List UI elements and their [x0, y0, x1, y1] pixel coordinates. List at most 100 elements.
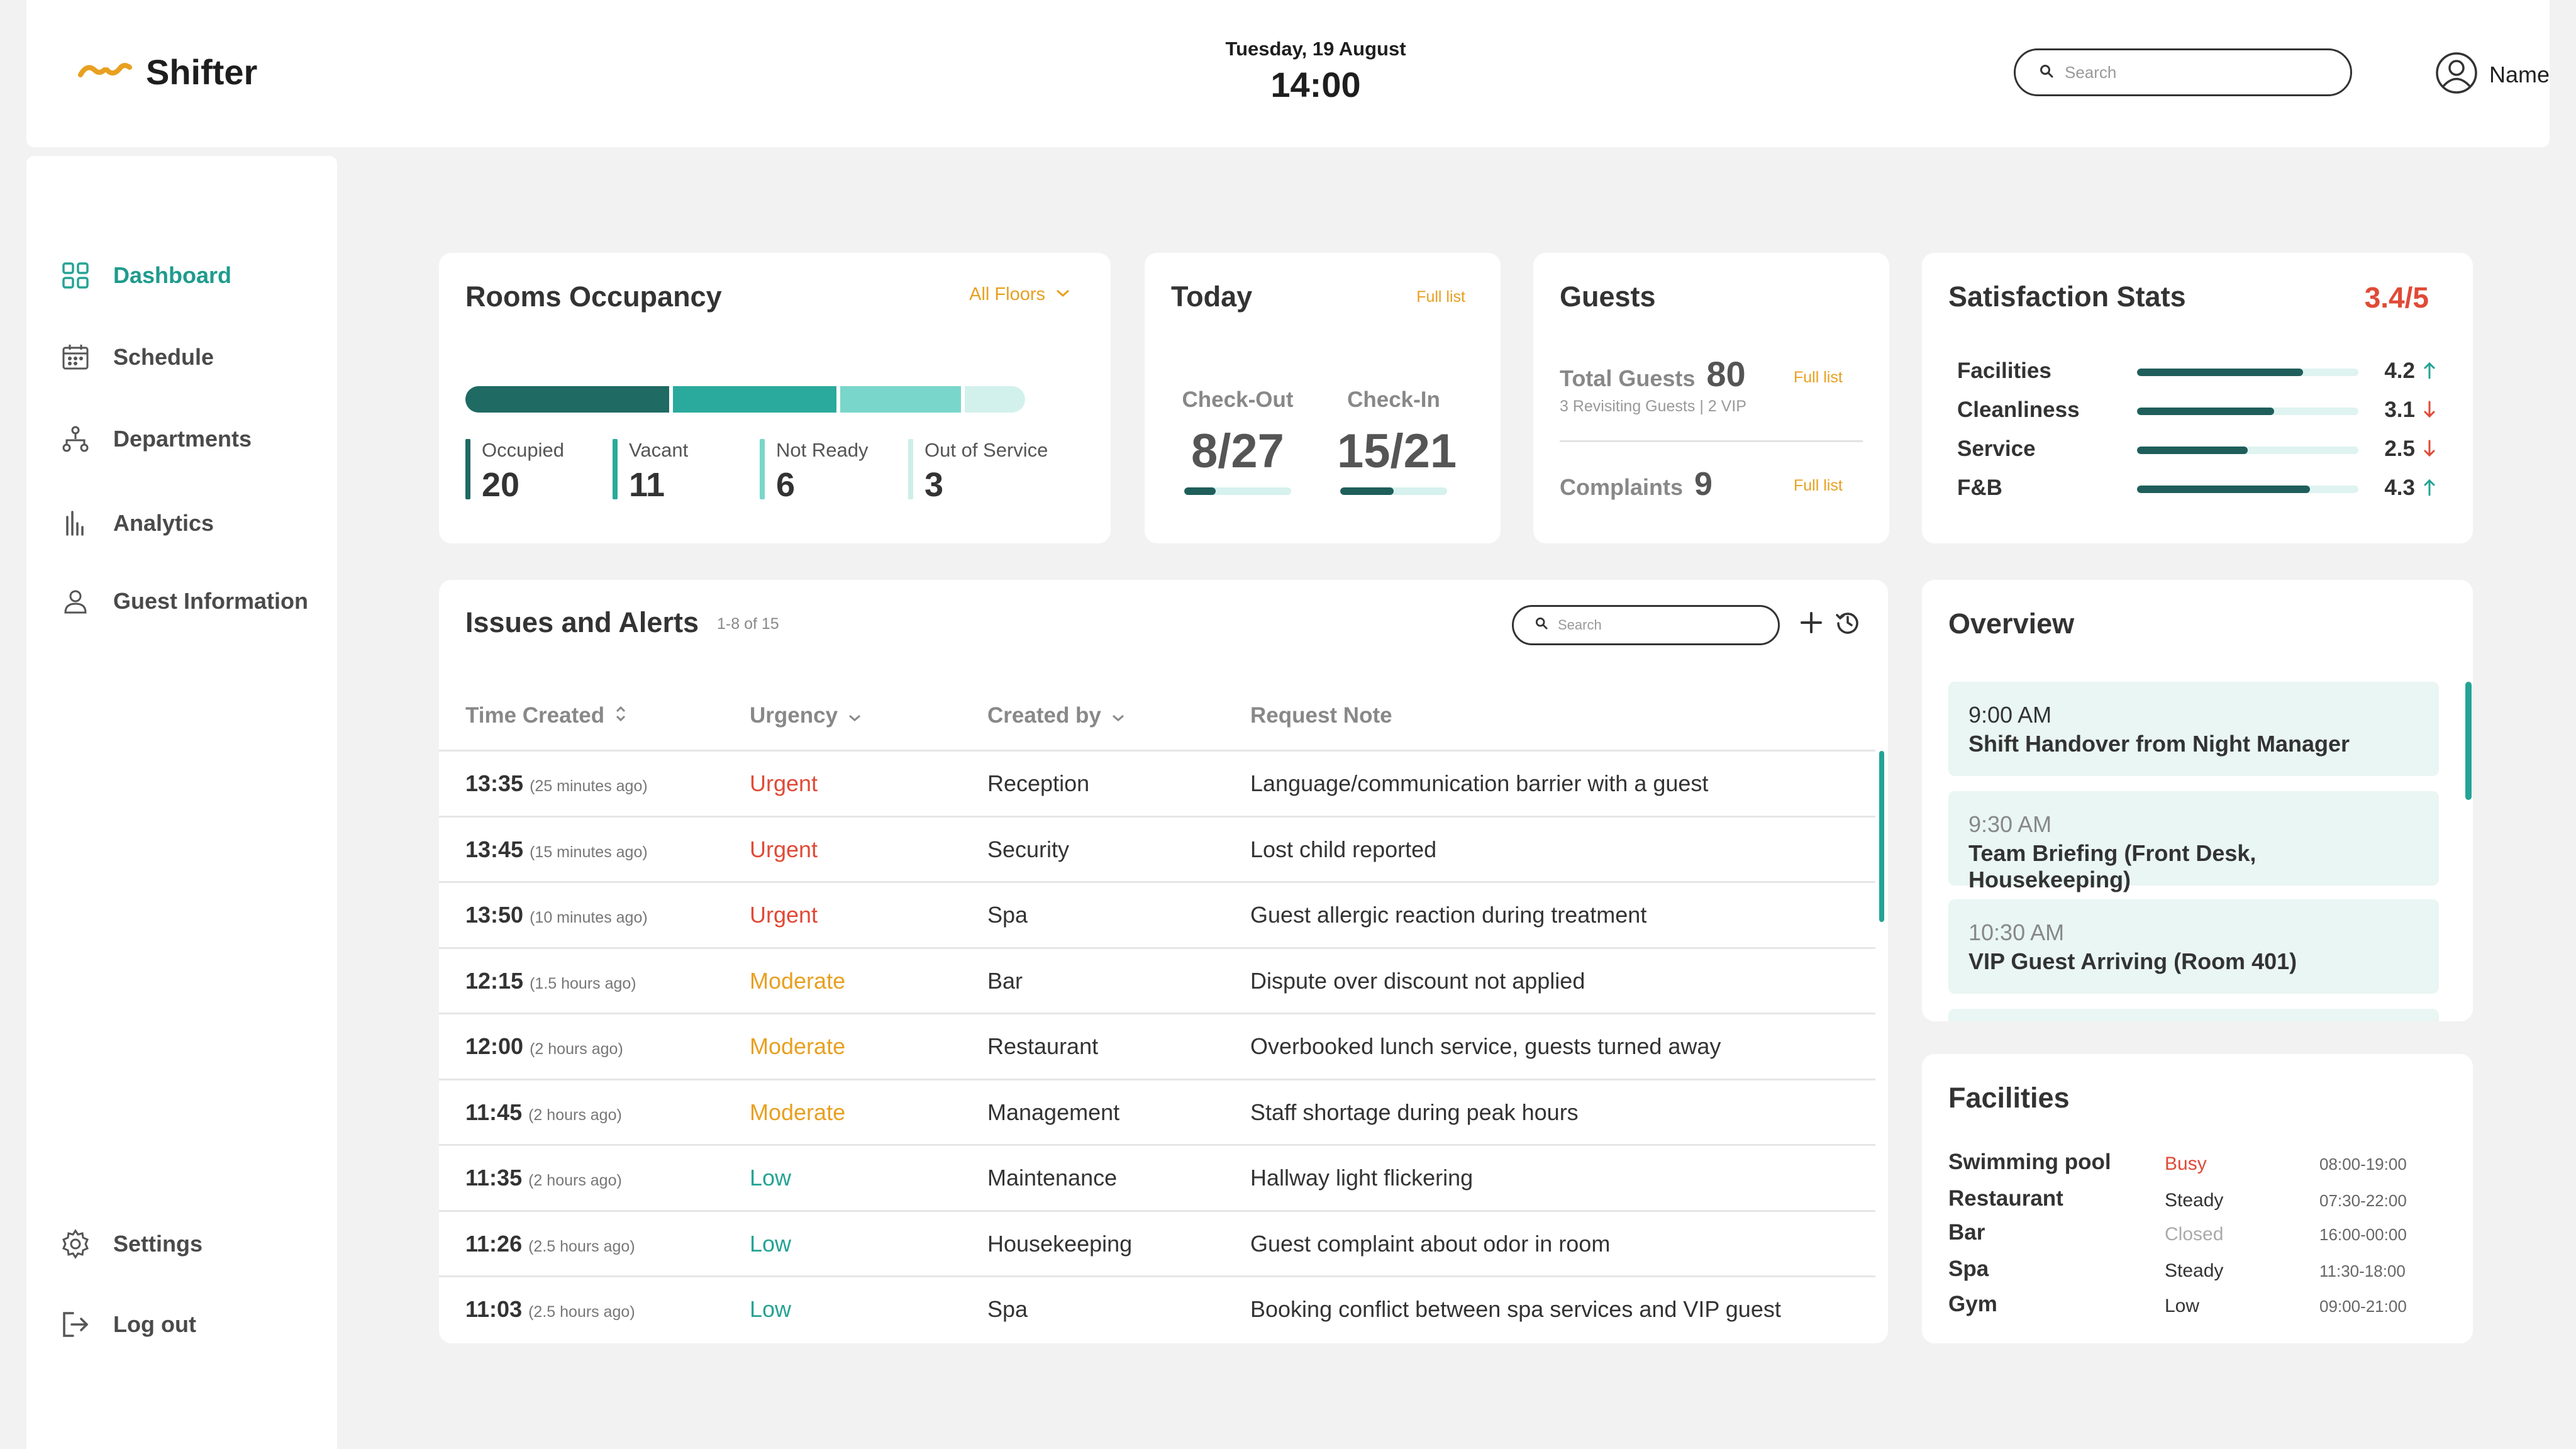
calendar-icon — [60, 342, 91, 372]
sidebar-item-logout[interactable]: Log out — [60, 1309, 196, 1340]
sidebar-item-analytics[interactable]: Analytics — [60, 508, 214, 538]
facility-row[interactable]: Swimming pool Busy 08:00-19:00 — [1948, 1150, 2451, 1181]
table-row[interactable]: 11:26 (2.5 hours ago) Low Housekeeping Gues… — [439, 1209, 1875, 1275]
sidebar-item-guest-information[interactable]: Guest Information — [60, 586, 308, 616]
overview-item-title: VIP Guest Arriving (Room 401) — [1968, 948, 2297, 974]
guests-card: Guests Total Guests 80 Full list 3 Revis… — [1533, 253, 1889, 543]
not-ready-stat: Not Ready 6 — [760, 439, 868, 504]
cell-time-value: 13:45 — [465, 836, 524, 862]
table-row[interactable]: 12:15 (1.5 hours ago) Moderate Bar Dispute … — [439, 947, 1875, 1013]
table-row[interactable]: 11:35 (2 hours ago) Low Maintenance Hallway… — [439, 1144, 1875, 1209]
cell-urgency: Moderate — [750, 1033, 846, 1059]
facility-status: Busy — [2165, 1153, 2207, 1174]
cell-time-ago: (2 hours ago) — [530, 1040, 623, 1058]
table-row[interactable]: 13:35 (25 minutes ago) Urgent Reception Lan… — [439, 750, 1875, 815]
cell-urgency: Urgent — [750, 836, 818, 862]
issues-scrollbar[interactable] — [1879, 751, 1884, 922]
table-row[interactable]: 13:45 (15 minutes ago) Urgent Security Lost… — [439, 815, 1875, 881]
satisfaction-category: Cleanliness — [1957, 397, 2080, 422]
header-search-input[interactable]: Search — [2014, 48, 2352, 96]
current-datetime: Tuesday, 19 August 14:00 — [1096, 38, 1536, 105]
overview-item-time: 10:30 AM — [1968, 919, 2065, 945]
rooms-occupancy-card: Rooms Occupancy All Floors Occupied 20 V… — [439, 253, 1111, 543]
guests-full-list-link[interactable]: Full list — [1794, 369, 1843, 386]
chevron-down-icon — [1111, 703, 1125, 728]
checkin-progress — [1340, 487, 1447, 495]
overview-item-title: Shift Handover from Night Manager — [1968, 731, 2350, 757]
column-header-label: Request Note — [1250, 703, 1392, 728]
user-avatar-icon — [2435, 52, 2478, 97]
stat-value: 6 — [776, 466, 796, 504]
overview-item[interactable]: 9:30 AM Team Briefing (Front Desk, House… — [1948, 791, 2439, 892]
checkin-value: 15/21 — [1337, 425, 1457, 478]
user-menu[interactable]: Name — [2435, 52, 2550, 97]
sidebar-item-label: Settings — [113, 1231, 203, 1257]
history-button[interactable] — [1833, 609, 1863, 639]
cell-request-note: Guest allergic reaction during treatment — [1250, 902, 1647, 928]
floor-filter-dropdown[interactable]: All Floors — [969, 284, 1070, 305]
facility-row[interactable]: Bar Closed 16:00-00:00 — [1948, 1220, 2451, 1252]
divider — [1560, 440, 1863, 442]
issues-alerts-card: Issues and Alerts 1-8 of 15 Search Time … — [439, 580, 1888, 1343]
table-row[interactable]: 12:00 (2 hours ago) Moderate Restaurant Ove… — [439, 1013, 1875, 1078]
sidebar-item-departments[interactable]: Departments — [60, 424, 252, 454]
cell-request-note: Lost child reported — [1250, 836, 1437, 862]
facility-hours: 09:00-21:00 — [2319, 1297, 2407, 1316]
table-row[interactable]: 13:50 (10 minutes ago) Urgent Spa Guest all… — [439, 881, 1875, 947]
satisfaction-bar-fill — [2137, 447, 2248, 454]
facility-hours: 07:30-22:00 — [2319, 1191, 2407, 1210]
occupied-marker — [465, 439, 470, 499]
stat-label: Vacant — [629, 439, 689, 461]
facility-row[interactable]: Spa Steady 11:30-18:00 — [1948, 1257, 2451, 1288]
overview-scrollbar[interactable] — [2465, 682, 2472, 800]
stat-label: Not Ready — [776, 439, 869, 461]
chevron-down-icon — [1055, 289, 1070, 301]
table-row[interactable]: 11:45 (2 hours ago) Moderate Management Sta… — [439, 1078, 1875, 1144]
satisfaction-row: Facilities 4.2 — [1957, 353, 2435, 391]
column-header-time[interactable]: Time Created — [465, 703, 627, 728]
issues-search-input[interactable]: Search — [1512, 605, 1780, 645]
total-guests-value: 80 — [1706, 354, 1746, 394]
out-of-service-marker — [908, 439, 913, 499]
sidebar-item-settings[interactable]: Settings — [60, 1229, 203, 1259]
search-placeholder: Search — [2065, 62, 2117, 82]
column-header-urgency[interactable]: Urgency — [750, 703, 862, 728]
column-header-created-by[interactable]: Created by — [987, 703, 1125, 728]
app-name: Shifter — [146, 52, 258, 92]
today-full-list-link[interactable]: Full list — [1416, 288, 1465, 306]
sidebar-item-label: Analytics — [113, 510, 214, 536]
overview-item[interactable]: 9:00 AM Shift Handover from Night Manage… — [1948, 682, 2439, 776]
cell-time-ago: (2 hours ago) — [528, 1172, 622, 1189]
satisfaction-row: F&B 4.3 — [1957, 470, 2435, 508]
issues-count: 1-8 of 15 — [717, 615, 779, 633]
satisfaction-row: Cleanliness 3.1 — [1957, 392, 2435, 430]
facility-name: Restaurant — [1948, 1186, 2063, 1211]
facility-status: Steady — [2165, 1190, 2224, 1211]
facility-status: Closed — [2165, 1224, 2224, 1245]
app-logo[interactable]: Shifter — [78, 52, 257, 92]
checkout-progress-fill — [1184, 487, 1216, 495]
cell-urgency: Urgent — [750, 902, 818, 928]
satisfaction-bar-fill — [2137, 369, 2303, 376]
floor-filter-value: All Floors — [969, 284, 1045, 304]
bar-chart-icon — [60, 508, 91, 538]
cell-time-value: 11:45 — [465, 1099, 523, 1125]
cell-request-note: Hallway light flickering — [1250, 1165, 1474, 1191]
table-row[interactable]: 11:03 (2.5 hours ago) Low Spa Booking confl… — [439, 1275, 1875, 1341]
satisfaction-row: Service 2.5 — [1957, 431, 2435, 469]
facility-row[interactable]: Gym Low 09:00-21:00 — [1948, 1292, 2451, 1323]
chevron-down-icon — [848, 703, 862, 728]
checkout-stat: Check-Out 8/27 — [1181, 387, 1294, 495]
sidebar-item-dashboard[interactable]: Dashboard — [60, 260, 231, 291]
satisfaction-category: F&B — [1957, 475, 2002, 500]
hierarchy-icon — [60, 424, 91, 454]
sidebar-item-schedule[interactable]: Schedule — [60, 342, 214, 372]
cell-time: 11:35 (2 hours ago) — [465, 1165, 622, 1191]
facility-row[interactable]: Restaurant Steady 07:30-22:00 — [1948, 1186, 2451, 1218]
cell-time-ago: (25 minutes ago) — [530, 777, 648, 795]
overview-item[interactable]: 10:30 AM VIP Guest Arriving (Room 401) — [1948, 899, 2439, 994]
complaints-full-list-link[interactable]: Full list — [1794, 477, 1843, 494]
satisfaction-card: Satisfaction Stats 3.4/5 Facilities 4.2 Cl… — [1922, 253, 2473, 543]
add-issue-button[interactable] — [1796, 609, 1826, 639]
satisfaction-bar — [2137, 408, 2358, 415]
